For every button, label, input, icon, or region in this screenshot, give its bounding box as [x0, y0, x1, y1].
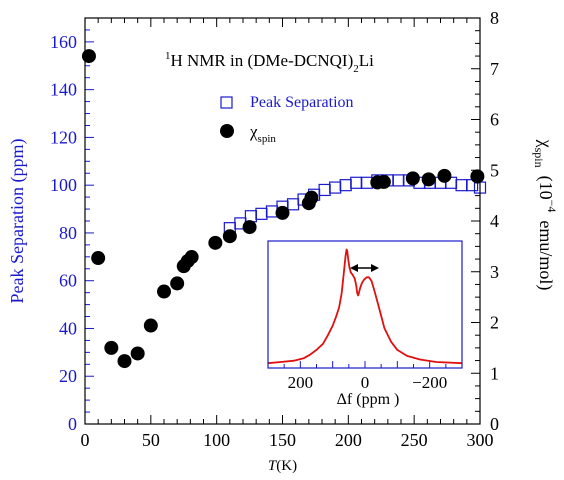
- peak-separation-point: [286, 198, 300, 211]
- inset-x-label: Δf (ppm ): [337, 391, 400, 408]
- y-left-tick-label: 160: [50, 32, 77, 52]
- chi-spin-point: [376, 174, 391, 189]
- legend: Peak Separation χspin: [220, 94, 354, 145]
- chi-spin-point: [157, 284, 171, 299]
- y-left-tick-label: 100: [50, 175, 77, 195]
- chi-spin-point: [81, 49, 96, 64]
- title-superscript: 1: [165, 50, 171, 62]
- chi-spin-point: [242, 220, 257, 235]
- chi-spin-point: [437, 168, 452, 183]
- y-left-tick-label: 20: [59, 366, 77, 386]
- y-right-units: emu/mol): [535, 220, 556, 290]
- chi-spin-point: [104, 340, 119, 355]
- y-right-tick-label: 2: [490, 313, 499, 333]
- x-axis-label: T(K): [268, 458, 297, 474]
- data-series: [81, 49, 487, 369]
- axis-labels: 0 50 100 150 200 250 3000204060801001201401600…: [7, 8, 559, 474]
- inset-spectrum-line: [267, 248, 463, 365]
- legend-chi-label: χspin: [249, 122, 276, 145]
- chi-spin-point: [222, 229, 237, 244]
- y-left-tick-label: 80: [59, 223, 77, 243]
- inset-background: [268, 241, 462, 368]
- y-right-tick-label: 6: [490, 110, 499, 130]
- y-right-tick-label: 7: [490, 59, 499, 79]
- x-tick-label: 100: [203, 430, 230, 450]
- peak-separation-arrow: [350, 264, 379, 272]
- title-subscript: 2: [353, 63, 359, 75]
- inset-curve: [267, 248, 463, 365]
- y-right-tick-label: 0: [490, 414, 499, 434]
- legend-chi-sub: spin: [258, 133, 277, 145]
- y-left-tick-label: 0: [68, 414, 77, 434]
- peak-separation-point: [339, 179, 352, 192]
- inset-ticks: 200 0 −200: [267, 361, 463, 392]
- x-axis-label-rest: (K): [276, 458, 297, 474]
- x-tick-label: 50: [142, 430, 160, 450]
- y-right-tick-label: 8: [490, 8, 499, 28]
- chi-spin-point: [208, 235, 223, 250]
- chi-spin-point: [304, 190, 319, 205]
- x-tick-label: 300: [467, 430, 494, 450]
- y-right-tick-label: 4: [490, 211, 499, 231]
- peak-separation-point: [455, 179, 468, 192]
- y-right-axis-label: χspin (10−4 emu/mol): [532, 139, 559, 291]
- y-right-exp: −4: [545, 200, 559, 213]
- y-right-chi-sub: spin: [532, 148, 546, 168]
- legend-square-marker: [220, 96, 233, 109]
- legend-chi-symbol: χ: [249, 122, 258, 141]
- y-left-tick-label: 140: [50, 80, 77, 100]
- peak-separation-point: [392, 174, 405, 187]
- peak-separation-point: [318, 183, 331, 197]
- x-axis-label-italic: T: [268, 458, 278, 474]
- chi-spin-point: [421, 172, 436, 187]
- y-right-chi: χ: [536, 139, 556, 148]
- x-tick-label: 0: [81, 430, 90, 450]
- arrow-head-left: [350, 264, 358, 272]
- chart-title: 1H NMR in (DMe-DCNQI)2Li: [165, 50, 374, 75]
- chi-spin-point: [91, 251, 106, 266]
- arrow-head-right: [371, 264, 379, 272]
- y-left-tick-label: 60: [59, 271, 77, 291]
- title-main: H NMR in (DMe-DCNQI): [171, 51, 354, 70]
- x-tick-label: 250: [401, 430, 428, 450]
- chi-spin-point: [117, 354, 132, 369]
- title-tail: Li: [359, 51, 374, 70]
- chi-spin-point: [130, 346, 145, 361]
- inset-x-tick-label: 200: [288, 373, 314, 392]
- y-right-open: (10: [535, 176, 556, 200]
- peak-separation-point: [329, 181, 342, 194]
- inset-x-tick-label: −200: [412, 373, 447, 392]
- chi-spin-point: [184, 250, 199, 265]
- inset-frame: [267, 240, 463, 369]
- peak-separation-point: [350, 176, 363, 189]
- y-right-tick-label: 1: [490, 363, 499, 383]
- inset-chart: 200 0 −200 Δf (ppm ): [267, 240, 463, 408]
- x-tick-label: 150: [269, 430, 296, 450]
- chi-spin-point: [143, 318, 158, 333]
- legend-peak-label: Peak Separation: [250, 94, 354, 111]
- y-left-tick-label: 40: [59, 318, 77, 338]
- y-left-tick-label: 120: [50, 127, 77, 147]
- y-left-axis-label: Peak Separation (ppm): [7, 139, 28, 304]
- y-right-tick-label: 3: [490, 262, 499, 282]
- plot-frame: [84, 17, 481, 425]
- title-text: 1H NMR in (DMe-DCNQI)2Li: [165, 50, 374, 75]
- peak-separation-point: [255, 207, 268, 220]
- chi-spin-point: [275, 205, 290, 220]
- x-tick-label: 200: [335, 430, 362, 450]
- legend-circle-marker: [220, 124, 234, 138]
- inset-x-tick-label: 0: [361, 373, 370, 392]
- y-right-tick-label: 5: [490, 160, 499, 180]
- chi-spin-point: [470, 169, 485, 184]
- chi-spin-point: [405, 171, 420, 186]
- chi-spin-point: [170, 276, 185, 291]
- peak-separation-point: [244, 210, 257, 223]
